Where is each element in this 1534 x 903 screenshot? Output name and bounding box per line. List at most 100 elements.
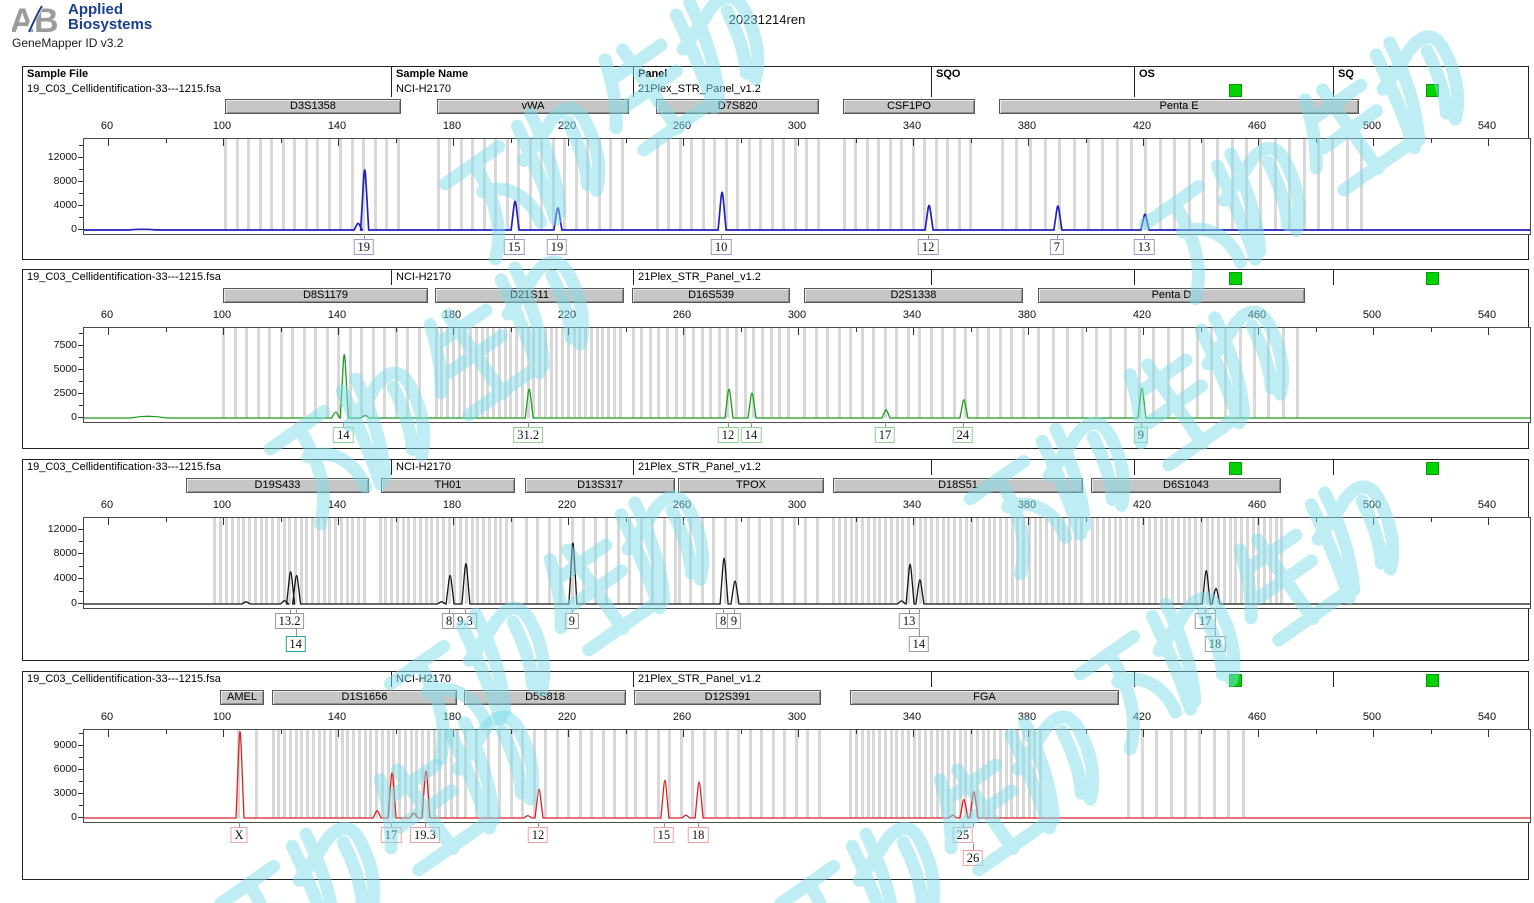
sample-file-value: 19_C03_Cellidentification-33---1215.fsa (23, 82, 391, 97)
electropherogram-panel-red: 19_C03_Cellidentification-33---1215.fsa N… (22, 671, 1531, 880)
allele-bin (714, 730, 717, 818)
x-tick-label: 460 (1247, 711, 1267, 723)
allele-label[interactable]: 9 (726, 613, 742, 629)
allele-bin (270, 139, 274, 230)
allele-label[interactable]: 31.2 (513, 427, 544, 443)
allele-label[interactable]: 13 (898, 613, 920, 629)
x-tick-label: 140 (327, 711, 347, 723)
x-minor-tick-mark (855, 139, 857, 143)
allele-label[interactable]: 17 (380, 827, 402, 843)
x-tick-mark (108, 518, 109, 525)
allele-label[interactable]: 14 (908, 636, 930, 652)
x-minor-tick-mark (625, 328, 627, 332)
x-tick-label: 220 (557, 309, 577, 321)
allele-label[interactable]: 14 (740, 427, 762, 443)
allele-label[interactable]: X (230, 827, 248, 843)
allele-label[interactable]: 24 (952, 427, 974, 443)
allele-label[interactable]: 10 (710, 239, 732, 255)
allele-label[interactable]: 19.3 (410, 827, 440, 843)
allele-bin (854, 139, 857, 230)
y-tick-mark (78, 553, 83, 555)
allele-label[interactable]: 25 (952, 827, 974, 843)
allele-label[interactable]: 9 (564, 613, 579, 629)
allele-label[interactable]: 19 (353, 239, 374, 255)
allele-label[interactable]: 17 (1195, 613, 1216, 629)
allele-label[interactable]: 15 (503, 239, 525, 255)
sample-row[interactable]: 19_C03_Cellidentification-33---1215.fsa N… (23, 672, 1528, 687)
panel-value: 21Plex_STR_Panel_v1.2 (633, 82, 931, 97)
brand-line2: Biosystems (68, 16, 153, 33)
marker-box-d19s433: D19S433 (186, 478, 369, 493)
allele-bin (640, 328, 644, 418)
allele-bin (219, 518, 223, 604)
allele-bin (258, 139, 262, 230)
x-minor-tick-mark (740, 328, 742, 332)
allele-bin (567, 730, 571, 818)
allele-bin (923, 139, 926, 230)
allele-label[interactable]: 18 (1204, 636, 1226, 652)
report-title: 20231214ren (728, 12, 806, 27)
allele-bin (865, 139, 869, 230)
allele-bin (1241, 730, 1245, 818)
y-tick-label: 4000 (53, 572, 77, 585)
allele-label[interactable]: 9 (1133, 427, 1148, 443)
allele-label[interactable]: 14 (333, 427, 354, 443)
allele-bin (316, 518, 320, 604)
x-tick-mark (913, 518, 914, 525)
plot-area-blue[interactable] (83, 138, 1531, 235)
x-tick-label: 60 (100, 499, 114, 511)
allele-label[interactable]: 12 (717, 427, 739, 443)
allele-label[interactable]: 9.3 (453, 613, 477, 629)
y-tick-label: 5000 (53, 363, 77, 375)
sample-row[interactable]: 19_C03_Cellidentification-33---1215.fsa N… (23, 460, 1528, 475)
sample-file-value: 19_C03_Cellidentification-33---1215.fsa (23, 672, 391, 687)
allele-bin (362, 518, 366, 604)
allele-connector (884, 422, 886, 427)
allele-bin (242, 518, 246, 604)
allele-label[interactable]: 17 (874, 427, 896, 443)
allele-bin (294, 518, 297, 604)
allele-bin (1212, 730, 1216, 818)
y-tick-label: 0 (71, 223, 77, 235)
x-tick-label: 180 (442, 711, 462, 723)
x-minor-tick-mark (165, 139, 167, 143)
electropherogram-panel-black: 19_C03_Cellidentification-33---1215.fsa N… (22, 459, 1531, 661)
x-minor-tick-mark (740, 518, 742, 522)
allele-label[interactable]: 14 (285, 636, 306, 652)
allele-label[interactable]: 12 (527, 827, 549, 843)
x-tick-label: 380 (1017, 309, 1037, 321)
allele-label[interactable]: 13 (1133, 239, 1155, 255)
allele-label[interactable]: 12 (917, 239, 939, 255)
plot-area-red[interactable] (83, 729, 1531, 823)
x-tick-mark (1488, 730, 1489, 737)
allele-label[interactable]: 26 (962, 850, 984, 866)
allele-label[interactable]: 18 (687, 827, 709, 843)
x-tick-label: 300 (787, 120, 807, 132)
applied-biosystems-logo: A B Applied Biosystems (10, 0, 153, 40)
allele-bin (814, 328, 818, 418)
x-tick-label: 220 (557, 120, 577, 132)
allele-label[interactable]: 19 (546, 239, 568, 255)
plot-area-green[interactable] (83, 327, 1531, 423)
y-minor-tick-mark (79, 169, 83, 170)
allele-bin (236, 518, 240, 604)
x-tick-label: 300 (787, 309, 807, 321)
marker-box-d2s1338: D2S1338 (803, 288, 1023, 303)
sample-row[interactable]: 19_C03_Cellidentification-33---1215.fsa N… (23, 82, 1528, 97)
os-cell (1134, 460, 1333, 475)
allele-bin (385, 139, 389, 230)
marker-box-fga: FGA (849, 690, 1119, 705)
plot-area-black[interactable] (83, 517, 1531, 609)
allele-bin (578, 730, 582, 818)
allele-bin (691, 730, 694, 818)
sample-row[interactable]: 19_C03_Cellidentification-33---1215.fsa N… (23, 270, 1528, 285)
allele-label[interactable]: 7 (1049, 239, 1065, 255)
allele-label[interactable]: 15 (653, 827, 675, 843)
allele-label[interactable]: 13.2 (274, 613, 305, 629)
sq-pass-flag (1426, 674, 1439, 687)
sq-cell (1333, 672, 1528, 687)
y-tick-mark (78, 528, 83, 530)
allele-bin (245, 328, 249, 418)
y-tick-mark (78, 769, 83, 770)
marker-box-csf1po: CSF1PO (843, 99, 975, 114)
